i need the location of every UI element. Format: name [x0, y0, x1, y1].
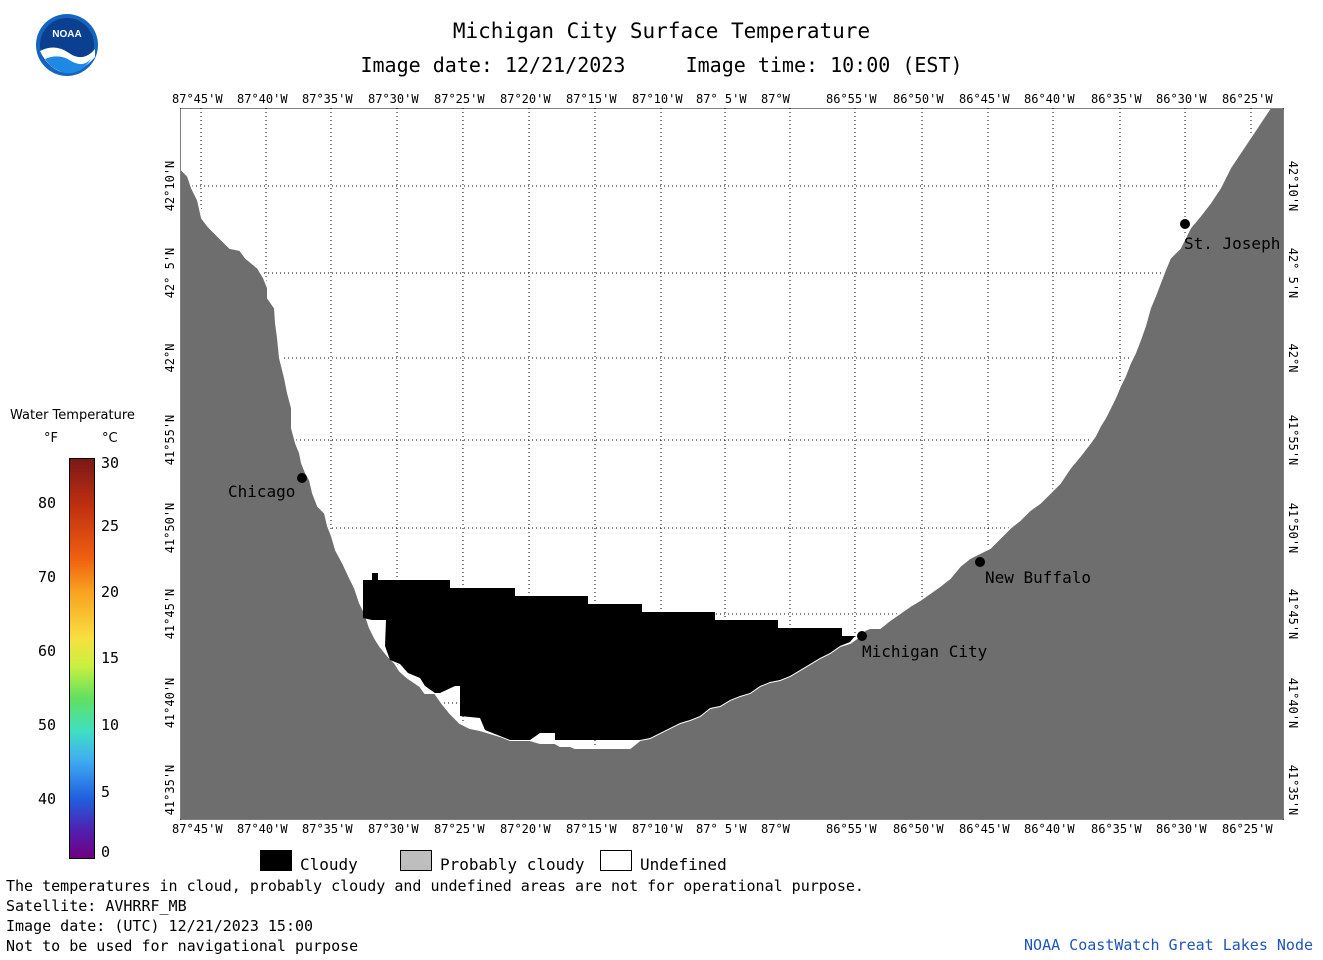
legend-c-tick: 10 — [101, 716, 120, 734]
lon-label: 87°25'W — [434, 822, 485, 836]
lon-label: 87°45'W — [172, 92, 223, 106]
lon-label: 86°55'W — [826, 92, 877, 106]
lon-label: 87°40'W — [237, 822, 288, 836]
lon-label: 87°40'W — [237, 92, 288, 106]
footer-image-date: Image date: (UTC) 12/21/2023 15:00 — [6, 917, 314, 935]
city-marker — [975, 557, 985, 567]
legend-title: Water Temperature — [10, 408, 135, 423]
lon-label: 86°25'W — [1222, 822, 1273, 836]
legend-c-tick: 0 — [101, 843, 111, 861]
color-scale-bar — [69, 458, 95, 859]
legend-c-tick: 15 — [101, 649, 120, 667]
lat-label: 41°55'N — [163, 414, 177, 466]
lat-label: 42°N — [163, 343, 177, 373]
lon-label: 87°15'W — [566, 92, 617, 106]
lon-label: 87°W — [761, 822, 790, 836]
legend-f-tick: 40 — [38, 790, 57, 808]
lat-label: 41°45'N — [163, 588, 177, 640]
lat-label: 41°40'N — [1286, 677, 1300, 729]
footer-disclaimer: The temperatures in cloud, probably clou… — [6, 877, 864, 895]
lon-label: 86°55'W — [826, 822, 877, 836]
noaa-logo: NOAA — [35, 13, 99, 81]
city-markers — [297, 219, 1190, 641]
lon-label: 86°45'W — [959, 822, 1010, 836]
lat-label: 42°10'N — [1286, 160, 1300, 212]
lon-label: 87°30'W — [368, 92, 419, 106]
lon-label: 87°15'W — [566, 822, 617, 836]
legend-c-tick: 30 — [101, 454, 120, 472]
lat-label: 42° 5'N — [1286, 247, 1300, 299]
city-label: St. Joseph — [1184, 234, 1281, 253]
legend-f-tick: 80 — [38, 494, 57, 512]
city-label: Chicago — [228, 482, 296, 501]
legend-f-tick: 50 — [38, 716, 57, 734]
lon-label: 86°40'W — [1024, 92, 1075, 106]
image-date-label: Image date: — [360, 53, 493, 77]
logo-text: NOAA — [52, 29, 81, 40]
legend-swatch — [260, 850, 292, 871]
image-time-label: Image time: — [685, 53, 819, 77]
legend-c-tick: 20 — [101, 583, 120, 601]
lon-label: 87°45'W — [172, 822, 223, 836]
lon-label: 87°25'W — [434, 92, 485, 106]
lat-label: 41°35'N — [1286, 764, 1300, 816]
lon-label: 87°W — [761, 92, 790, 106]
lon-label: 87°35'W — [302, 822, 353, 836]
credit-link[interactable]: NOAA CoastWatch Great Lakes Node — [1024, 936, 1313, 954]
lon-label: 87°10'W — [632, 822, 683, 836]
lon-label: 87°30'W — [368, 822, 419, 836]
lon-label: 86°35'W — [1091, 822, 1142, 836]
legend-key-label: Probably cloudy — [440, 855, 585, 874]
lon-label: 86°45'W — [959, 92, 1010, 106]
lat-label: 41°45'N — [1286, 588, 1300, 640]
image-time: 10:00 (EST) — [830, 53, 963, 77]
lon-label: 87°20'W — [500, 822, 551, 836]
legend-swatch — [400, 850, 432, 871]
lat-label: 42°N — [1286, 343, 1300, 373]
lat-label: 41°50'N — [163, 502, 177, 554]
city-label: Michigan City — [862, 642, 988, 661]
legend-unit-c: °C — [102, 431, 118, 446]
legend-unit-f: °F — [44, 431, 58, 446]
legend-f-tick: 60 — [38, 642, 57, 660]
lon-label: 87° 5'W — [696, 822, 747, 836]
map-panel — [180, 108, 1284, 820]
lon-label: 86°30'W — [1156, 92, 1207, 106]
lon-label: 87°20'W — [500, 92, 551, 106]
lat-label: 42° 5'N — [163, 247, 177, 299]
lat-label: 41°35'N — [163, 764, 177, 816]
lon-label: 87° 5'W — [696, 92, 747, 106]
lon-label: 86°50'W — [893, 92, 944, 106]
lat-label: 42°10'N — [163, 160, 177, 212]
legend-swatch — [600, 850, 632, 871]
image-date-time: Image date: 12/21/2023 Image time: 10:00… — [0, 52, 1323, 78]
lon-label: 86°50'W — [893, 822, 944, 836]
lat-label: 41°50'N — [1286, 502, 1300, 554]
lat-label: 41°40'N — [163, 677, 177, 729]
lat-label: 41°55'N — [1286, 414, 1300, 466]
legend-key-label: Undefined — [640, 855, 727, 874]
city-marker — [1180, 219, 1190, 229]
lon-label: 86°35'W — [1091, 92, 1142, 106]
cloud-mass — [363, 573, 855, 740]
page-title: Michigan City Surface Temperature — [452, 19, 871, 43]
city-marker — [857, 631, 867, 641]
legend-key-label: Cloudy — [300, 855, 358, 874]
city-label: New Buffalo — [985, 568, 1091, 587]
legend-c-tick: 5 — [101, 783, 111, 801]
lon-label: 86°40'W — [1024, 822, 1075, 836]
lon-label: 86°30'W — [1156, 822, 1207, 836]
footer-satellite: Satellite: AVHRRF_MB — [6, 897, 187, 915]
lon-label: 87°10'W — [632, 92, 683, 106]
legend-c-tick: 25 — [101, 517, 120, 535]
image-date: 12/21/2023 — [504, 53, 626, 77]
legend-f-tick: 70 — [38, 568, 57, 586]
city-marker — [297, 473, 307, 483]
lon-label: 86°25'W — [1222, 92, 1273, 106]
lon-label: 87°35'W — [302, 92, 353, 106]
footer-navigation-warning: Not to be used for navigational purpose — [6, 937, 359, 955]
